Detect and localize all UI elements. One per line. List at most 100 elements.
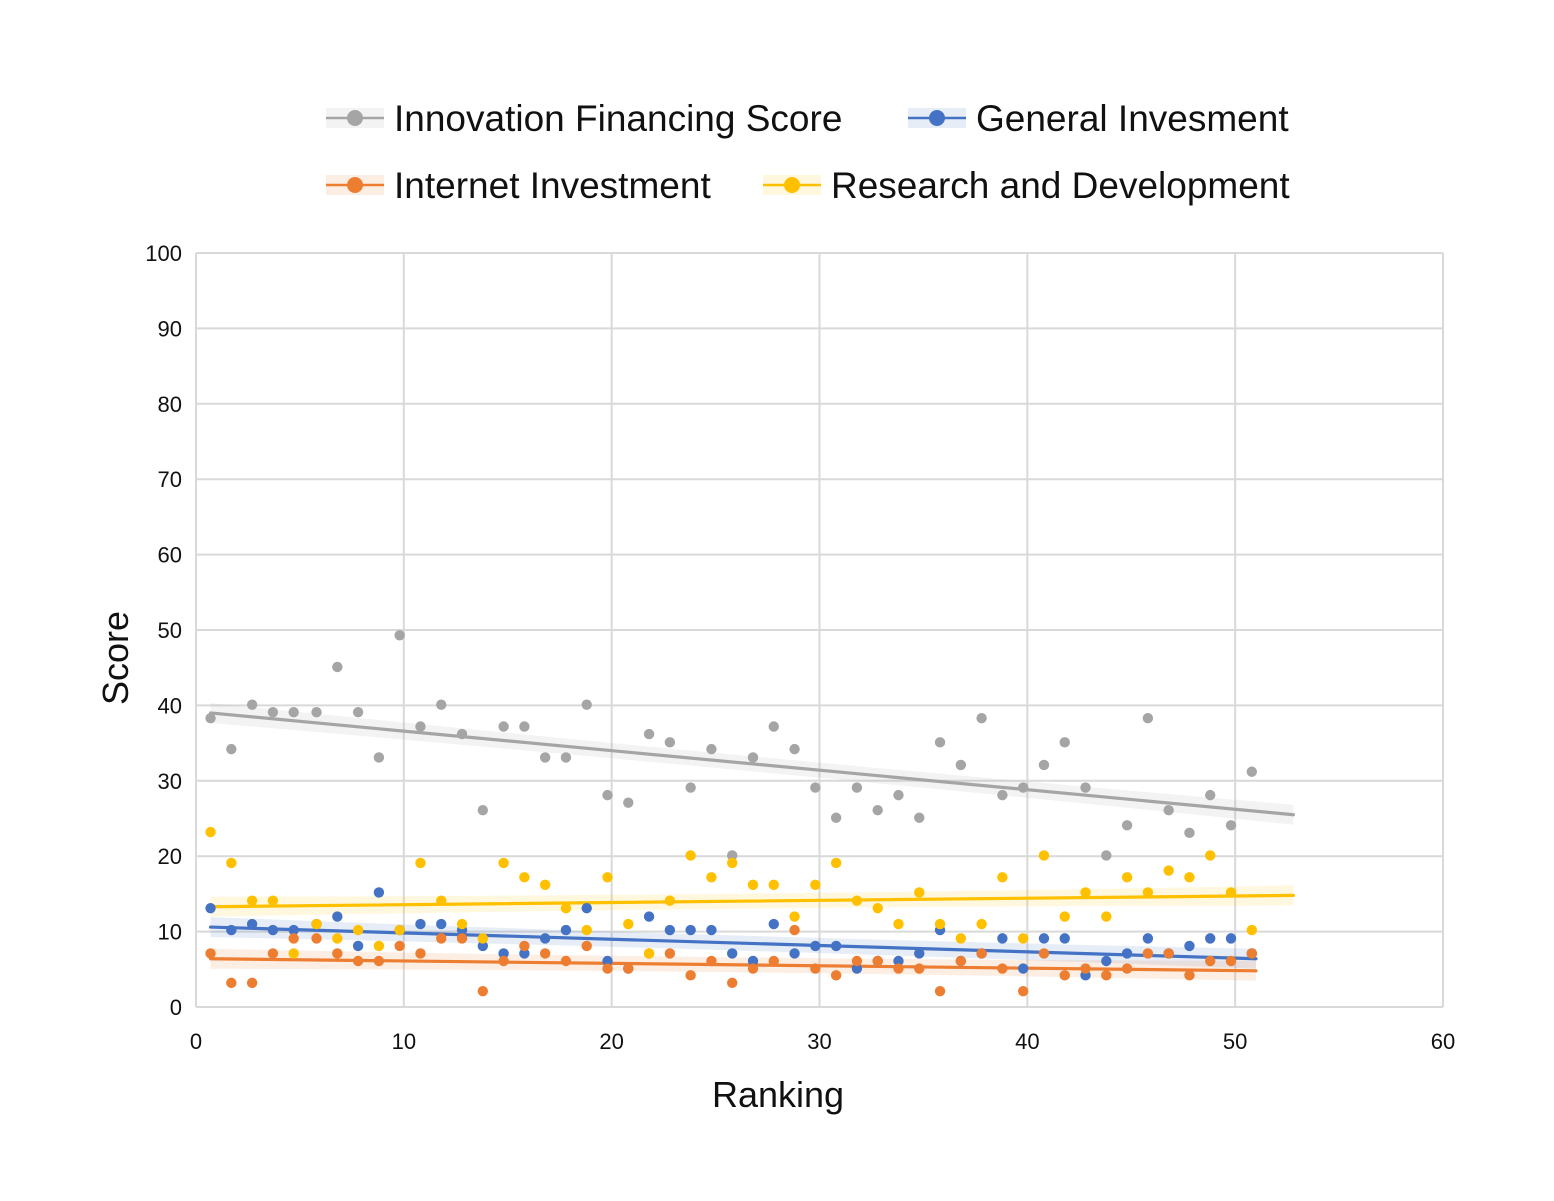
data-point bbox=[498, 721, 509, 732]
data-point bbox=[332, 661, 343, 673]
legend-label: General Invesment bbox=[976, 98, 1289, 139]
data-point bbox=[415, 857, 426, 869]
data-point bbox=[643, 728, 655, 740]
data-point bbox=[539, 948, 551, 959]
data-point bbox=[706, 743, 717, 755]
data-point bbox=[789, 911, 800, 922]
data-point bbox=[1059, 911, 1070, 922]
data-point bbox=[1017, 963, 1029, 974]
data-point bbox=[205, 948, 216, 959]
x-tick-label: 30 bbox=[807, 1029, 831, 1054]
data-point bbox=[914, 948, 925, 959]
data-point bbox=[727, 857, 738, 869]
data-point bbox=[456, 933, 468, 944]
data-point bbox=[352, 955, 364, 967]
data-point bbox=[519, 721, 530, 732]
data-point bbox=[685, 782, 696, 793]
data-point bbox=[872, 903, 883, 914]
data-point bbox=[1017, 985, 1029, 997]
data-point bbox=[1205, 789, 1216, 801]
data-point bbox=[955, 759, 967, 771]
data-point bbox=[893, 789, 904, 801]
legend-label: Innovation Financing Score bbox=[394, 98, 842, 139]
legend-item: Innovation Financing Score bbox=[326, 98, 842, 139]
trendline bbox=[208, 893, 1295, 909]
data-point bbox=[1225, 933, 1237, 944]
data-point bbox=[893, 963, 904, 974]
data-point bbox=[810, 940, 821, 952]
data-point bbox=[747, 955, 759, 967]
data-point bbox=[1080, 963, 1091, 974]
data-point bbox=[477, 933, 489, 944]
data-point bbox=[267, 895, 279, 906]
data-point bbox=[914, 812, 925, 823]
data-point bbox=[1142, 948, 1154, 959]
data-point bbox=[288, 706, 299, 718]
data-point bbox=[955, 933, 967, 944]
data-point bbox=[1184, 872, 1195, 883]
trend-confidence-bands bbox=[210, 702, 1294, 981]
data-point bbox=[226, 857, 237, 869]
data-point bbox=[311, 918, 322, 930]
legend-label: Internet Investment bbox=[394, 165, 711, 206]
legend: Innovation Financing Score General Invesm… bbox=[326, 98, 1290, 206]
data-point bbox=[498, 948, 509, 959]
data-point bbox=[352, 940, 364, 952]
data-point bbox=[643, 911, 655, 922]
data-point bbox=[581, 699, 592, 710]
data-point bbox=[997, 933, 1008, 944]
data-point bbox=[976, 918, 987, 930]
legend-label: Research and Development bbox=[831, 165, 1290, 206]
data-point bbox=[851, 895, 863, 906]
data-point bbox=[477, 805, 489, 816]
data-point bbox=[623, 797, 634, 808]
data-point bbox=[246, 918, 258, 930]
data-point bbox=[477, 985, 489, 997]
data-point bbox=[1059, 737, 1070, 748]
data-point bbox=[602, 963, 613, 974]
data-point bbox=[1142, 933, 1154, 944]
data-point bbox=[373, 955, 385, 967]
data-point bbox=[436, 895, 447, 906]
data-point bbox=[1246, 766, 1257, 777]
data-point bbox=[415, 918, 426, 930]
data-point bbox=[872, 955, 883, 967]
data-point bbox=[914, 887, 925, 898]
data-point bbox=[664, 895, 676, 906]
data-point bbox=[311, 933, 322, 944]
data-point bbox=[1205, 955, 1216, 967]
data-point bbox=[893, 955, 904, 967]
data-point bbox=[539, 933, 551, 944]
data-point bbox=[539, 879, 551, 891]
trendline bbox=[208, 925, 1258, 961]
data-point bbox=[872, 805, 883, 816]
data-point bbox=[1121, 820, 1133, 831]
data-point bbox=[914, 963, 925, 974]
data-point bbox=[830, 940, 842, 952]
data-point bbox=[581, 924, 592, 936]
tick-labels: 0 10 20 30 40 50 60 70 80 90 100 0 10 20 30 40 50 60 bbox=[145, 241, 1455, 1054]
data-point bbox=[415, 948, 426, 959]
data-point bbox=[851, 782, 863, 793]
data-point bbox=[997, 963, 1008, 974]
data-point bbox=[1038, 933, 1050, 944]
y-tick-label: 30 bbox=[158, 769, 182, 794]
data-point bbox=[1059, 970, 1070, 981]
data-point bbox=[810, 879, 821, 891]
data-point bbox=[810, 963, 821, 974]
data-point bbox=[1038, 759, 1050, 771]
data-point bbox=[830, 812, 842, 823]
data-point bbox=[1142, 713, 1154, 724]
data-point bbox=[623, 963, 634, 974]
data-point bbox=[205, 713, 216, 724]
data-point bbox=[810, 782, 821, 793]
data-point bbox=[560, 903, 572, 914]
x-tick-label: 0 bbox=[190, 1029, 202, 1054]
data-point bbox=[519, 948, 530, 959]
data-point bbox=[1205, 850, 1216, 861]
data-point bbox=[1225, 955, 1237, 967]
data-point bbox=[830, 970, 842, 981]
data-point bbox=[560, 955, 572, 967]
